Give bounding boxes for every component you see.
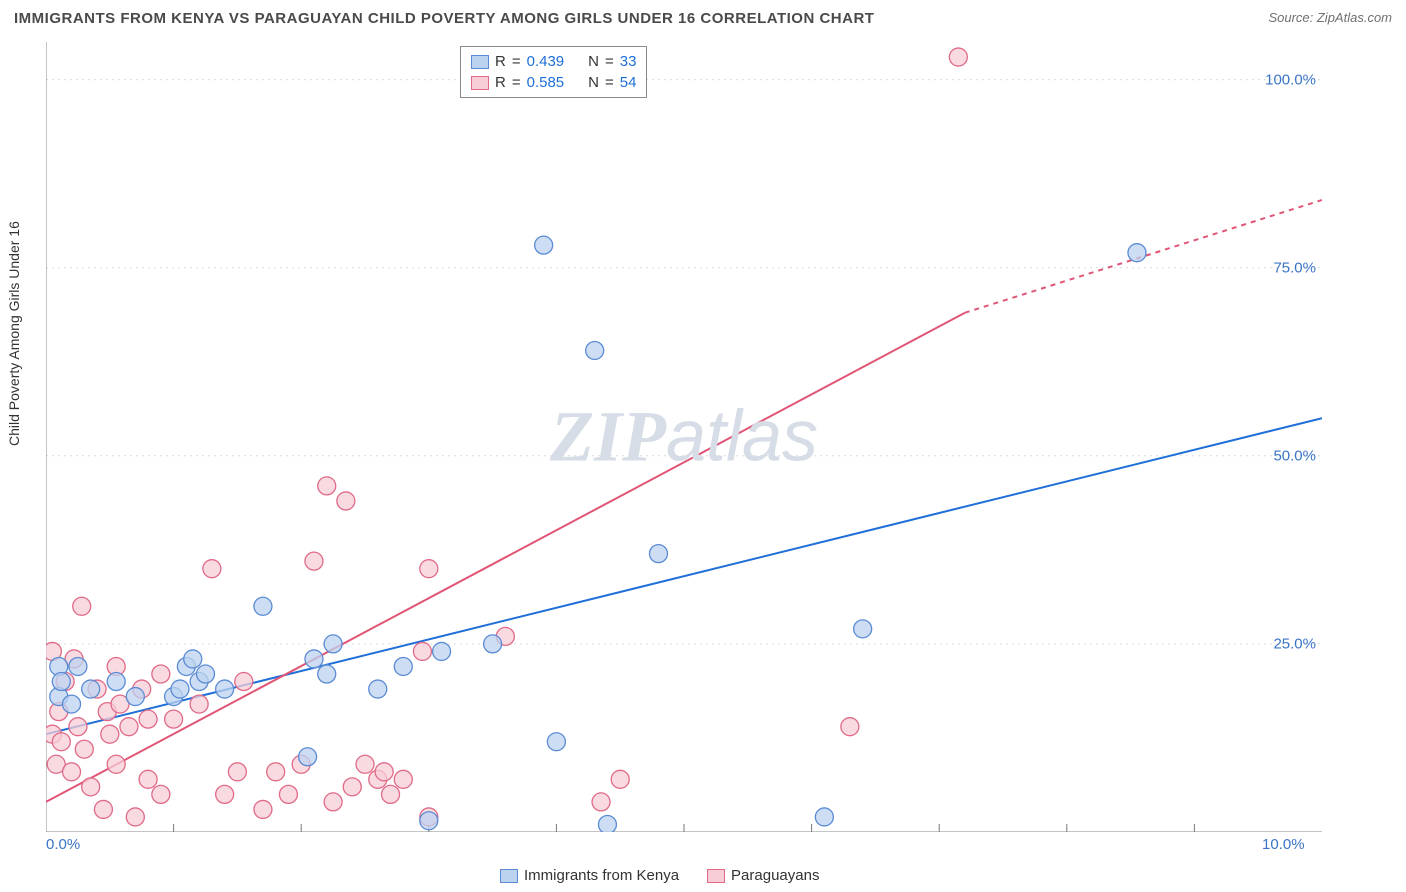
y-axis-label: Child Poverty Among Girls Under 16 — [6, 221, 22, 446]
y-tick-label: 100.0% — [1244, 71, 1316, 88]
series-name-kenya: Immigrants from Kenya — [524, 867, 679, 884]
legend-row-paraguay: R = 0.585 N = 54 — [471, 72, 636, 93]
swatch-kenya — [471, 55, 489, 69]
chart-title: IMMIGRANTS FROM KENYA VS PARAGUAYAN CHIL… — [14, 10, 874, 27]
r-value-paraguay: 0.585 — [527, 72, 565, 93]
x-tick-label: 0.0% — [46, 836, 80, 853]
legend-row-kenya: R = 0.439 N = 33 — [471, 51, 636, 72]
series-legend: Immigrants from Kenya Paraguayans — [500, 867, 819, 884]
n-label: N — [588, 72, 599, 93]
x-tick-label: 10.0% — [1262, 836, 1305, 853]
y-tick-label: 50.0% — [1244, 447, 1316, 464]
n-value-paraguay: 54 — [620, 72, 637, 93]
n-label: N — [588, 51, 599, 72]
swatch-paraguay-b — [707, 869, 725, 883]
y-tick-label: 25.0% — [1244, 635, 1316, 652]
r-label: R — [495, 51, 506, 72]
r-value-kenya: 0.439 — [527, 51, 565, 72]
legend-item-kenya: Immigrants from Kenya — [500, 867, 679, 884]
legend-item-paraguay: Paraguayans — [707, 867, 819, 884]
correlation-legend: R = 0.439 N = 33 R = 0.585 N = 54 — [460, 46, 647, 98]
y-tick-label: 75.0% — [1244, 259, 1316, 276]
plot-area: ZIPatlas 25.0%50.0%75.0%100.0% 0.0%10.0% — [46, 42, 1322, 832]
chart-container: IMMIGRANTS FROM KENYA VS PARAGUAYAN CHIL… — [0, 0, 1406, 892]
swatch-paraguay — [471, 76, 489, 90]
r-label: R — [495, 72, 506, 93]
series-name-paraguay: Paraguayans — [731, 867, 819, 884]
swatch-kenya-b — [500, 869, 518, 883]
chart-svg — [46, 42, 1322, 832]
source-attribution: Source: ZipAtlas.com — [1268, 10, 1392, 25]
n-value-kenya: 33 — [620, 51, 637, 72]
